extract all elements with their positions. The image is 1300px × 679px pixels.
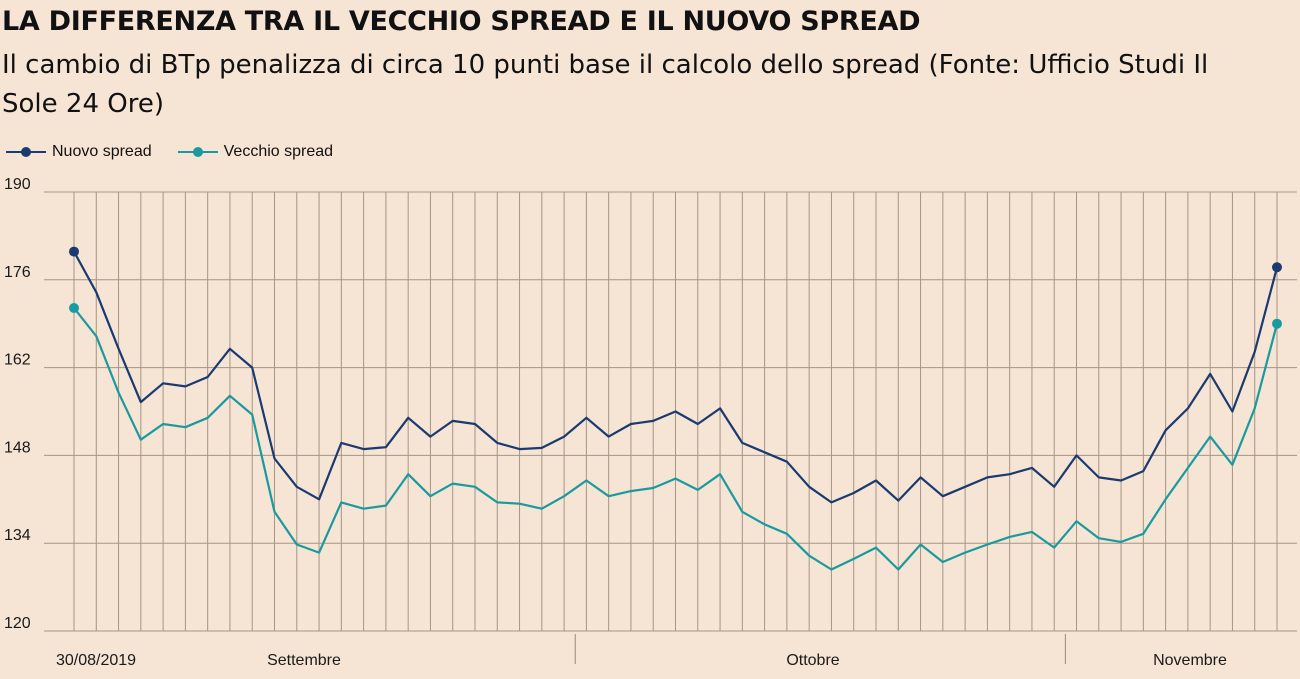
point-end-nuovo [1272,262,1282,272]
x-tick-label: Novembre [1153,652,1227,669]
y-tick-label: 134 [4,527,31,544]
y-tick-label: 120 [4,615,31,632]
x-tick-label: 30/08/2019 [56,652,136,669]
y-tick-label: 190 [4,176,31,193]
x-tick-label: Settembre [267,652,341,669]
point-start-vecchio [69,303,79,313]
x-tick-label: Ottobre [786,652,839,669]
y-tick-label: 148 [4,439,31,456]
y-tick-label: 162 [4,352,31,369]
y-tick-label: 176 [4,264,31,281]
point-start-nuovo [69,247,79,257]
point-end-vecchio [1272,319,1282,329]
